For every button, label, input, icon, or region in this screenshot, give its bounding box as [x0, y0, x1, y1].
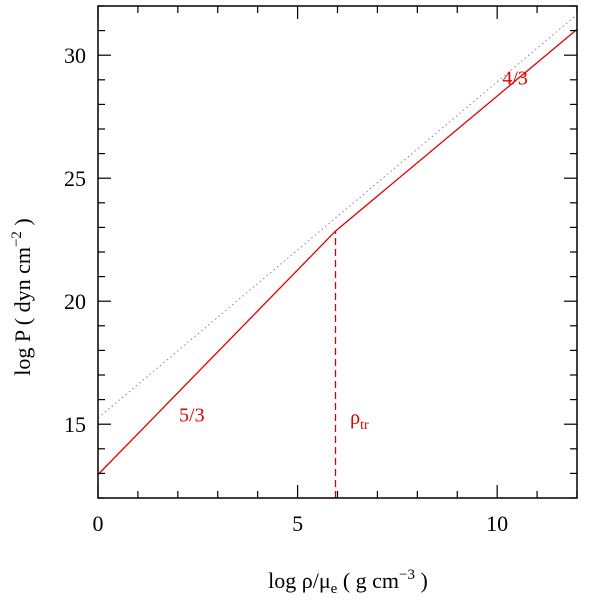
plot-area: 5/3 4/3 ρtr — [97, 14, 578, 498]
annotation-label: 5/3 — [179, 405, 205, 427]
x-axis-title-suffix: ) — [415, 568, 428, 593]
x-axis-title-sup: −3 — [399, 567, 415, 583]
x-axis-title-mid: ( g cm — [337, 568, 399, 593]
x-tick-label: 0 — [93, 511, 104, 536]
plot-frame — [97, 5, 578, 499]
series-line-solid — [97, 28, 578, 476]
y-axis-title-suffix: ) — [10, 218, 35, 231]
x-axis-title: log ρ/μe ( g cm−3 ) — [268, 567, 428, 597]
axis-ticks — [97, 5, 578, 499]
series-line-dotted — [97, 14, 578, 419]
y-tick-label: 30 — [64, 43, 86, 68]
annotation-label: ρtr — [350, 407, 369, 433]
x-axis-title-sub: e — [331, 581, 338, 597]
y-axis-title-sup: −2 — [9, 231, 25, 247]
y-tick-label: 25 — [64, 166, 86, 191]
y-tick-label: 15 — [64, 412, 86, 437]
x-tick-label: 5 — [292, 511, 303, 536]
x-tick-label: 10 — [486, 511, 508, 536]
y-axis-title: log P ( dyn cm−2 ) — [9, 218, 35, 376]
y-tick-label: 20 — [64, 289, 86, 314]
tick-labels: 0 5 10 15 20 25 30 — [64, 43, 508, 536]
annotation-label: 4/3 — [502, 68, 528, 90]
